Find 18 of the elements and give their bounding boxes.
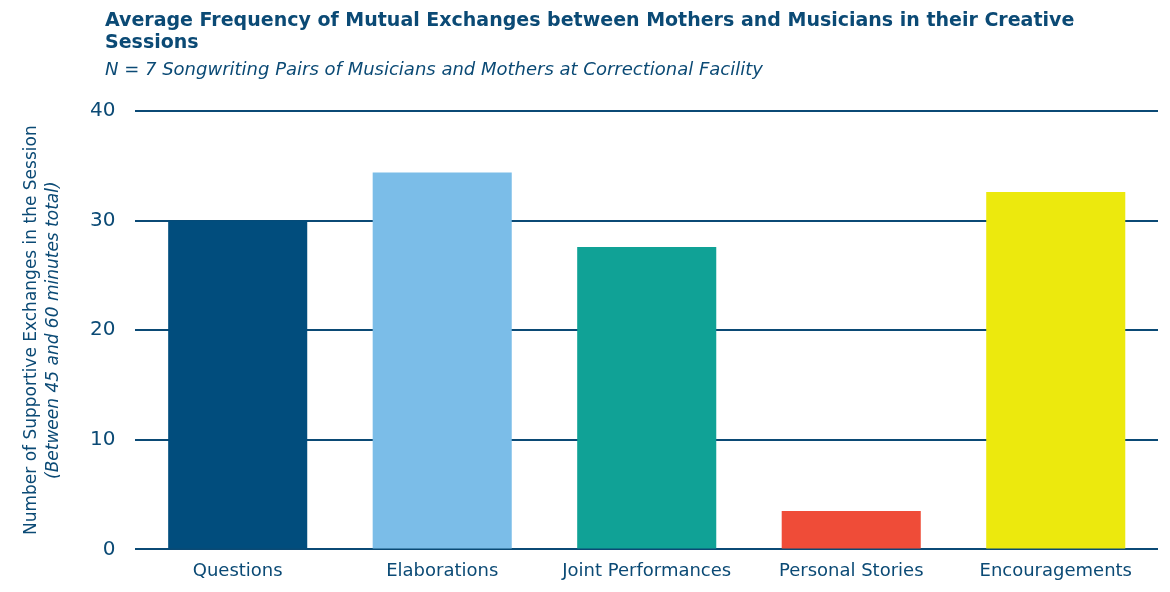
bar [372,172,512,549]
chart-subtitle: N = 7 Songwriting Pairs of Musicians and Mothers at Correctional Facility [105,58,764,79]
bar [986,192,1126,549]
y-tick-label: 40 [90,97,116,122]
y-tick-label: 30 [90,206,116,231]
y-tick-label: 20 [90,316,116,341]
y-tick-label: 0 [102,535,116,560]
bar [781,511,921,549]
bar [577,246,717,549]
x-tick-label: Questions [192,558,283,580]
x-tick-label: Encouragements [979,558,1132,580]
x-tick-label: Elaborations [386,558,499,580]
y-tick-label: 10 [90,426,116,450]
y-axis-title: Number of Supportive Exchanges in the Session [20,125,41,536]
chart-title: Average Frequency of Mutual Exchanges between Mothers and Musicians in their Creative Sessions [105,8,1076,52]
x-tick-label: Personal Stories [778,558,924,580]
x-tick-label: Joint Performances [561,558,732,580]
text: (Between 45 and 60 minutes total) [42,181,63,479]
